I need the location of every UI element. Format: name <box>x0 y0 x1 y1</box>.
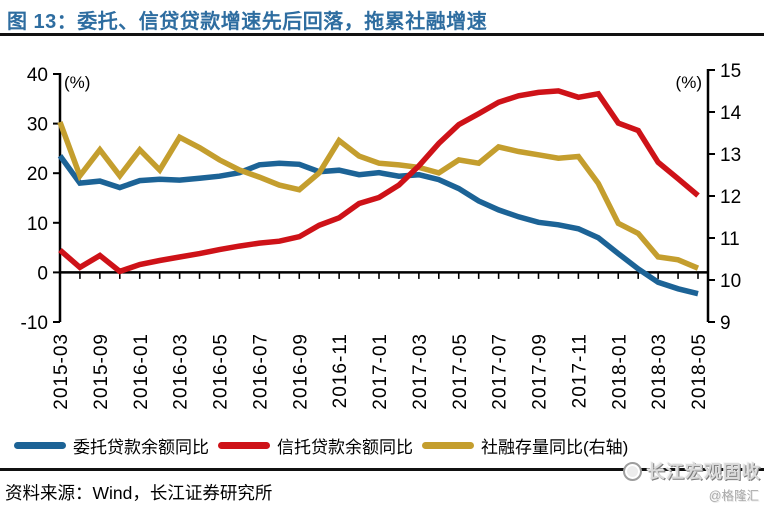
y-axis-left-label: 0 <box>37 263 48 284</box>
series-line-信托贷款余额同比 <box>58 88 700 275</box>
x-axis-label: 2015-03 <box>51 333 72 410</box>
y-axis-right-label: 13 <box>720 145 741 166</box>
y-axis-left-label: -10 <box>21 313 48 334</box>
source-text: 资料来源：Wind，长江证券研究所 <box>5 483 273 503</box>
x-axis-label: 2016-11 <box>330 333 351 408</box>
x-axis-label: 2017-09 <box>530 333 551 410</box>
y-axis-left-label: 10 <box>27 214 48 235</box>
title-divider <box>0 33 764 36</box>
legend-label: 信托贷款余额同比 <box>277 438 413 457</box>
y-axis-left-label: 40 <box>27 65 48 86</box>
x-axis-label: 2016-09 <box>290 333 311 410</box>
watermark-brand: 长江宏观固收 <box>647 462 761 482</box>
y-axis-left-label: 20 <box>27 164 48 185</box>
x-axis-label: 2018-03 <box>649 333 670 410</box>
x-axis-label: 2016-07 <box>250 333 271 410</box>
series-line-委托贷款余额同比 <box>57 154 699 297</box>
y-axis-right-label: 15 <box>720 61 741 82</box>
legend-item: 委托贷款余额同比 <box>14 433 209 458</box>
x-axis-label: 2016-01 <box>131 333 152 410</box>
right-axis-unit-label: (%) <box>676 73 702 92</box>
x-axis-label: 2017-01 <box>370 333 391 410</box>
y-axis-right-label: 11 <box>720 229 740 250</box>
y-axis-right-label: 9 <box>720 313 731 334</box>
figure-title: 图 13：委托、信贷贷款增速先后回落，拖累社融增速 <box>7 11 488 33</box>
legend-swatch <box>218 442 270 449</box>
footer-divider <box>0 468 764 471</box>
series-line-社融存量同比(右轴) <box>57 121 700 271</box>
legend-item: 信托贷款余额同比 <box>218 433 413 458</box>
x-axis-label: 2017-11 <box>569 333 590 408</box>
x-axis-label: 2016-05 <box>211 333 232 410</box>
y-axis-right-label: 10 <box>720 271 741 292</box>
watermark-row: 长江宏观固收 <box>623 458 761 484</box>
legend-swatch <box>14 442 66 449</box>
legend-swatch <box>422 442 474 449</box>
watermark: 长江宏观固收 @格隆汇 <box>623 458 761 504</box>
legend-label: 委托贷款余额同比 <box>73 438 209 457</box>
legend-label: 社融存量同比(右轴) <box>481 438 629 457</box>
x-axis-label: 2018-05 <box>689 333 710 410</box>
y-axis-left-label: 30 <box>27 115 48 136</box>
brand-logo-icon <box>623 461 642 481</box>
left-axis-unit-label: (%) <box>64 73 90 92</box>
watermark-handle: @格隆汇 <box>708 489 759 503</box>
x-axis-label: 2017-03 <box>410 333 431 410</box>
legend-item: 社融存量同比(右轴) <box>422 433 628 458</box>
x-axis-label: 2017-05 <box>450 333 471 410</box>
y-axis-right-label: 14 <box>720 103 742 124</box>
chart-legend: 委托贷款余额同比 信托贷款余额同比 社融存量同比(右轴) <box>14 433 750 458</box>
x-axis-label: 2018-01 <box>609 333 630 410</box>
x-axis-label: 2017-07 <box>490 333 511 410</box>
y-axis-right-label: 12 <box>720 187 741 208</box>
x-axis-label: 2016-03 <box>171 333 192 410</box>
x-axis-label: 2015-09 <box>91 333 112 410</box>
